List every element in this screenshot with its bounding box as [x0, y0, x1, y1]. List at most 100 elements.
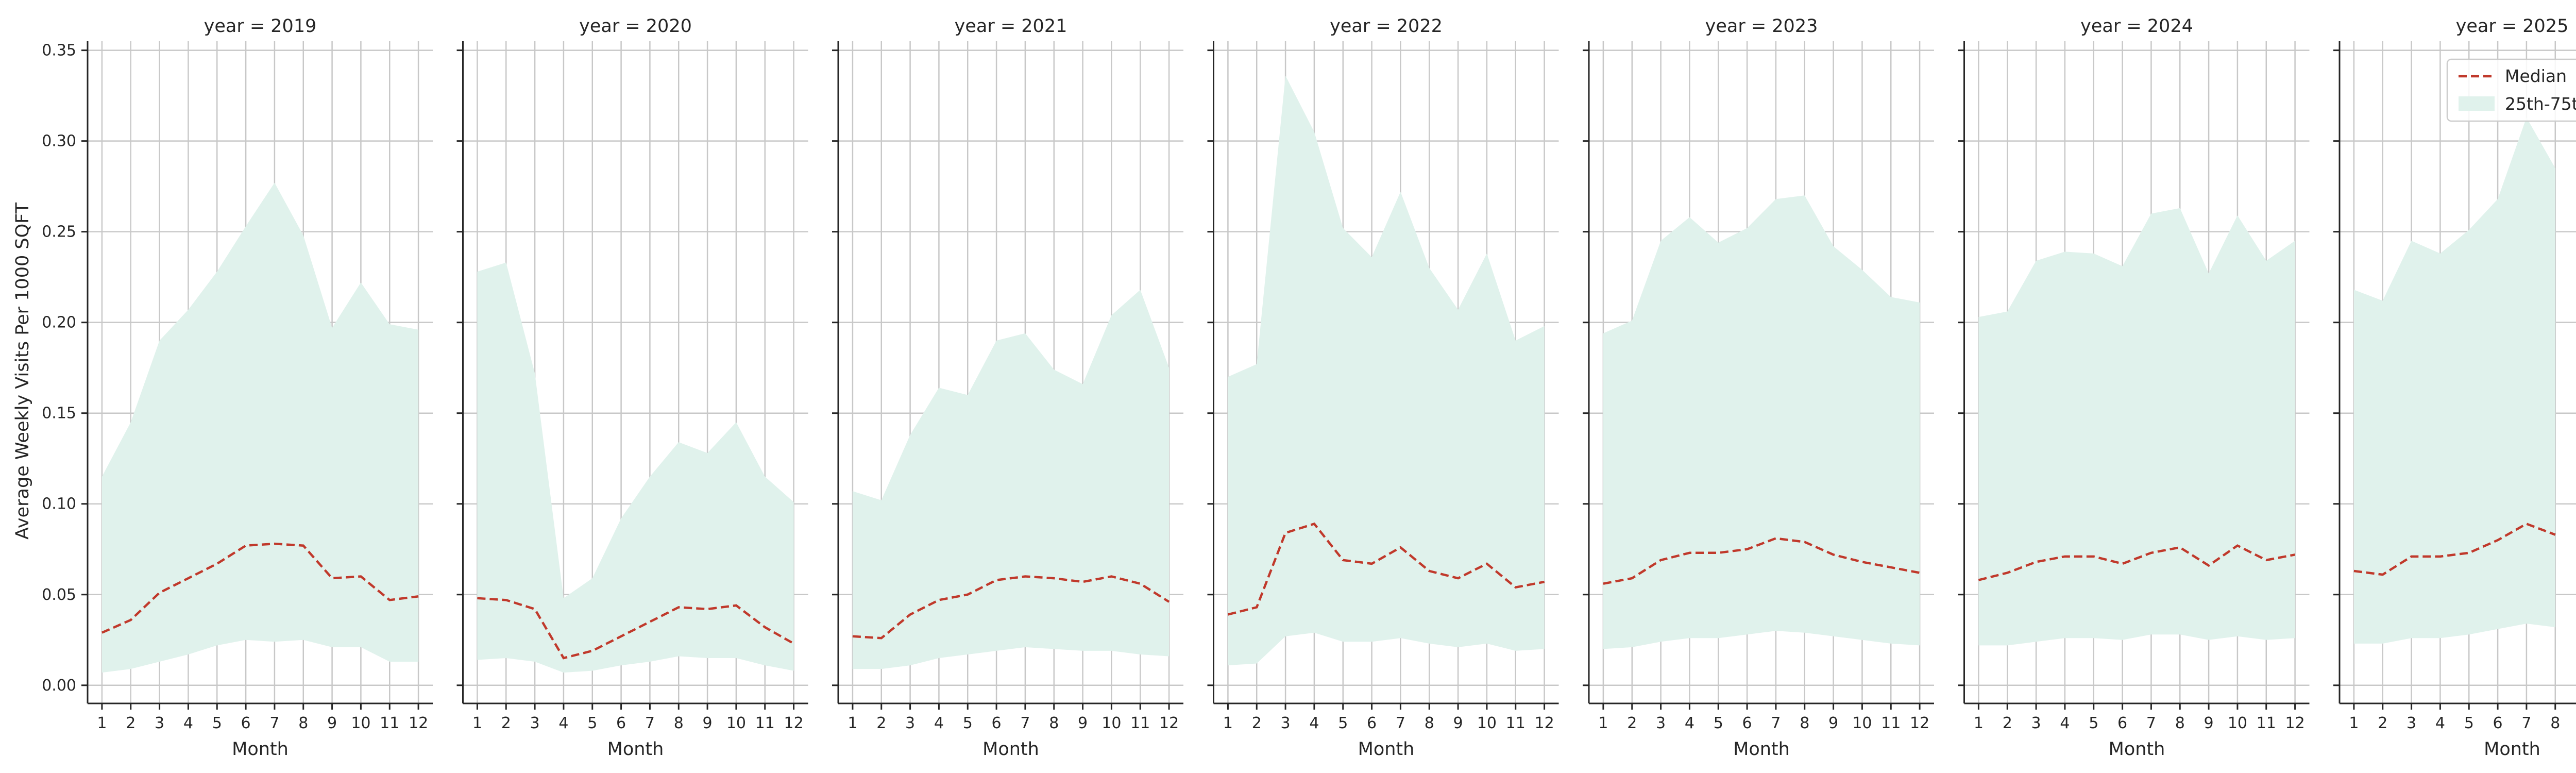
x-axis-label: Month: [982, 739, 1039, 760]
x-tick-label: 12: [1910, 714, 1929, 732]
median-line: [101, 542, 419, 634]
panel-title: year = 2024: [2080, 16, 2193, 37]
x-tick-label: 4: [558, 714, 568, 732]
y-tick-label: 0.05: [42, 586, 76, 604]
x-tick-label: 5: [963, 714, 973, 732]
x-tick-label: 7: [269, 714, 279, 732]
x-axis-label: Month: [2109, 739, 2165, 760]
x-tick-label: 8: [1800, 714, 1809, 732]
x-tick-label: 8: [674, 714, 684, 732]
x-tick-label: 2: [126, 714, 135, 732]
panel-title: year = 2019: [204, 16, 317, 37]
x-tick-label: 2: [501, 714, 511, 732]
x-tick-label: 6: [1742, 714, 1752, 732]
x-tick-label: 12: [409, 714, 428, 732]
panel-title: year = 2025: [2456, 16, 2569, 37]
y-tick-label: 0.00: [42, 677, 76, 695]
x-tick-label: 3: [2406, 714, 2416, 732]
percentile-band: [852, 290, 1170, 669]
panel-title: year = 2021: [955, 16, 1067, 37]
x-tick-label: 7: [2146, 714, 2156, 732]
legend-band-label: 25th-75th Percentile: [2505, 94, 2576, 114]
x-tick-label: 2: [1627, 714, 1637, 732]
x-tick-label: 1: [2349, 714, 2359, 732]
x-tick-label: 7: [1771, 714, 1781, 732]
y-axis-label: Average Weekly Visits Per 1000 SQFT: [12, 202, 33, 540]
percentile-band: [1603, 195, 1920, 649]
panel-title: year = 2022: [1330, 16, 1443, 37]
x-tick-label: 2: [2003, 714, 2012, 732]
median-line: [477, 597, 794, 660]
x-tick-label: 7: [2521, 714, 2531, 732]
x-tick-label: 11: [755, 714, 775, 732]
median-line: [1227, 522, 1545, 616]
x-tick-label: 6: [1367, 714, 1377, 732]
x-tick-label: 5: [212, 714, 222, 732]
x-tick-label: 10: [726, 714, 746, 732]
x-tick-label: 11: [1130, 714, 1150, 732]
y-tick-label: 0.20: [42, 314, 76, 332]
x-tick-label: 8: [2550, 714, 2560, 732]
x-tick-label: 11: [380, 714, 399, 732]
panel-title: year = 2023: [1705, 16, 1818, 37]
x-tick-label: 12: [1534, 714, 1554, 732]
x-tick-label: 4: [1309, 714, 1319, 732]
x-tick-label: 7: [1020, 714, 1030, 732]
x-tick-label: 3: [530, 714, 540, 732]
x-axis-label: Month: [232, 739, 289, 760]
x-tick-label: 5: [2464, 714, 2474, 732]
median-line: [2353, 522, 2556, 576]
x-tick-label: 3: [155, 714, 164, 732]
panel-title: year = 2020: [579, 16, 692, 37]
legend-band-swatch: [2459, 96, 2495, 111]
x-axis-label: Month: [1358, 739, 1415, 760]
x-tick-label: 1: [848, 714, 857, 732]
x-tick-label: 5: [2089, 714, 2098, 732]
x-tick-label: 11: [1881, 714, 1901, 732]
x-tick-label: 8: [1425, 714, 1434, 732]
x-tick-label: 4: [2435, 714, 2445, 732]
x-tick-label: 10: [351, 714, 370, 732]
median-line: [1978, 544, 2296, 581]
percentile-band: [1228, 75, 1545, 666]
x-tick-label: 1: [1598, 714, 1608, 732]
legend-median-label: Median: [2505, 66, 2567, 86]
x-tick-label: 9: [2204, 714, 2214, 732]
x-tick-label: 1: [97, 714, 107, 732]
x-tick-label: 4: [934, 714, 944, 732]
facet-panel: 1 2 3 4 5 6 7 8 9 10 11 120.000.050.100.150.200.250…: [42, 16, 433, 760]
x-tick-label: 10: [1477, 714, 1497, 732]
x-tick-label: 1: [1223, 714, 1233, 732]
x-tick-label: 6: [2493, 714, 2503, 732]
x-tick-label: 11: [2257, 714, 2276, 732]
x-tick-label: 6: [992, 714, 1002, 732]
x-tick-label: 6: [2117, 714, 2127, 732]
x-tick-label: 8: [298, 714, 308, 732]
x-tick-label: 3: [2031, 714, 2041, 732]
x-tick-label: 10: [2228, 714, 2247, 732]
y-tick-label: 0.10: [42, 495, 76, 513]
y-tick-label: 0.30: [42, 132, 76, 150]
x-tick-label: 1: [1974, 714, 1984, 732]
x-tick-label: 11: [1506, 714, 1526, 732]
x-tick-label: 3: [1656, 714, 1666, 732]
legend: Median 25th-75th Percentile: [2446, 58, 2576, 122]
x-tick-label: 4: [2060, 714, 2070, 732]
x-tick-label: 4: [1685, 714, 1694, 732]
median-line: [852, 575, 1170, 640]
x-tick-label: 3: [1281, 714, 1291, 732]
x-tick-label: 6: [616, 714, 626, 732]
x-axis-label: Month: [2484, 739, 2540, 760]
x-tick-label: 7: [1396, 714, 1405, 732]
x-axis-label: Month: [607, 739, 664, 760]
x-tick-label: 8: [2175, 714, 2185, 732]
x-tick-label: 5: [587, 714, 597, 732]
x-tick-label: 4: [183, 714, 193, 732]
x-tick-label: 1: [472, 714, 482, 732]
